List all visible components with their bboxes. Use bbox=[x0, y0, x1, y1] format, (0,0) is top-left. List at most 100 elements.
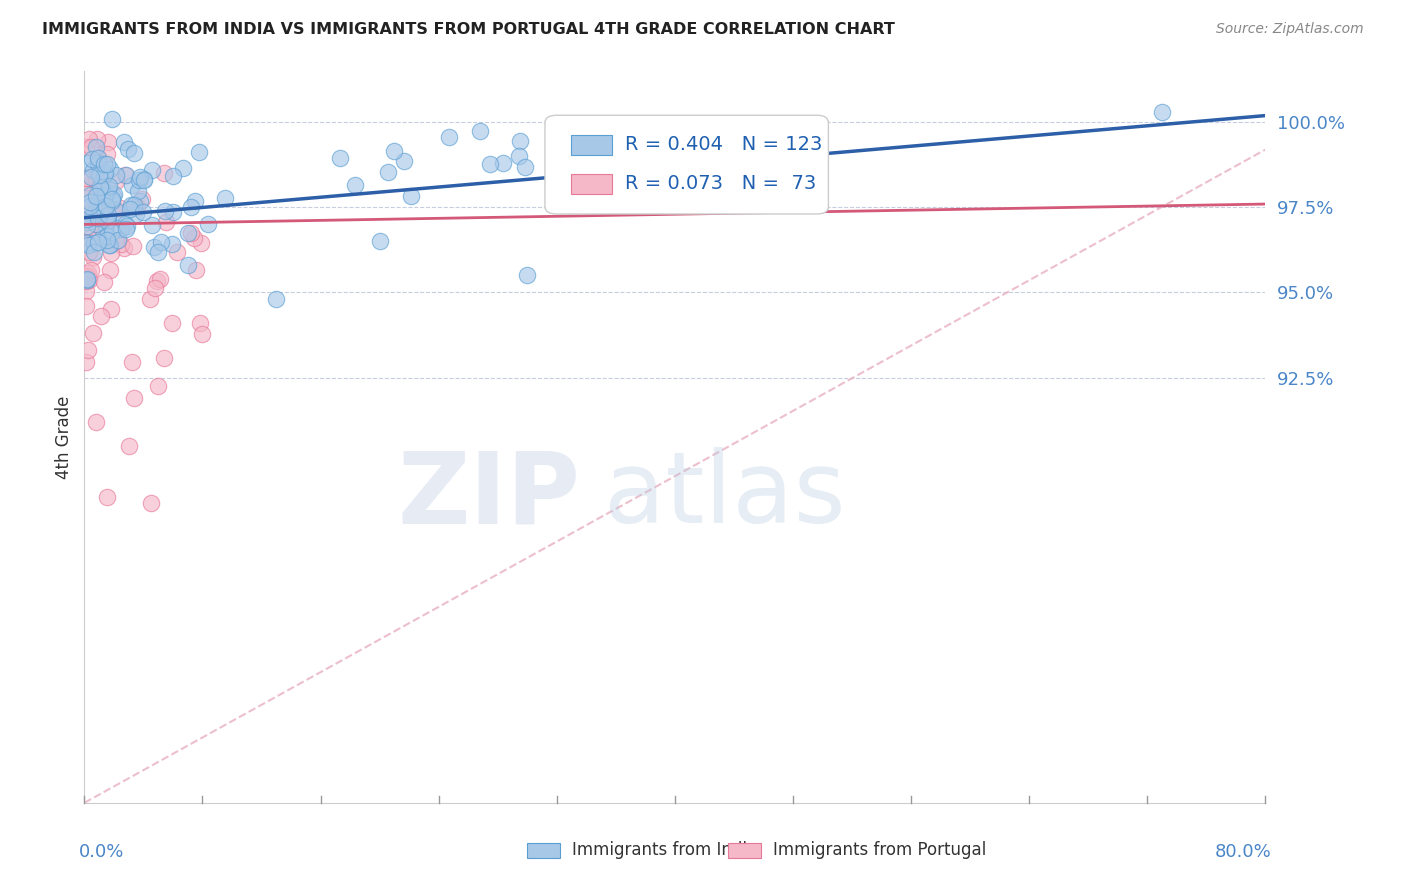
Point bbox=[392, 153, 415, 168]
Bar bbox=[571, 135, 612, 155]
Point bbox=[96, 490, 118, 504]
Text: IMMIGRANTS FROM INDIA VS IMMIGRANTS FROM PORTUGAL 4TH GRADE CORRELATION CHART: IMMIGRANTS FROM INDIA VS IMMIGRANTS FROM… bbox=[42, 22, 896, 37]
Point bbox=[86, 235, 108, 249]
Point bbox=[148, 379, 170, 393]
Point bbox=[80, 170, 103, 185]
Point bbox=[82, 326, 104, 340]
Point bbox=[197, 217, 219, 231]
Point bbox=[82, 163, 104, 178]
Bar bbox=[571, 174, 612, 194]
Text: Source: ZipAtlas.com: Source: ZipAtlas.com bbox=[1216, 22, 1364, 37]
Point bbox=[139, 496, 162, 510]
Point bbox=[84, 164, 107, 178]
Point bbox=[77, 238, 100, 252]
Point bbox=[87, 168, 110, 182]
Point bbox=[79, 187, 101, 202]
Point bbox=[127, 184, 149, 198]
Point bbox=[93, 187, 115, 202]
Point bbox=[87, 211, 110, 226]
Point bbox=[131, 192, 153, 206]
Point bbox=[129, 194, 152, 208]
Point bbox=[153, 166, 176, 180]
Point bbox=[79, 230, 101, 244]
Point bbox=[75, 269, 97, 284]
Point bbox=[368, 235, 391, 249]
Point bbox=[582, 164, 605, 178]
Point bbox=[96, 213, 118, 227]
Point bbox=[79, 195, 101, 210]
Point bbox=[86, 230, 108, 244]
Point bbox=[155, 214, 177, 228]
Point bbox=[84, 188, 107, 202]
Point bbox=[190, 236, 212, 251]
Point bbox=[143, 240, 166, 254]
Point bbox=[75, 284, 97, 298]
Point bbox=[479, 157, 502, 171]
Point bbox=[93, 169, 115, 183]
Point bbox=[97, 178, 120, 193]
Point bbox=[97, 212, 120, 227]
Point bbox=[94, 166, 117, 180]
Point bbox=[515, 160, 537, 174]
Point bbox=[134, 172, 156, 186]
Point bbox=[77, 244, 100, 259]
Y-axis label: 4th Grade: 4th Grade bbox=[55, 395, 73, 479]
Point bbox=[328, 151, 350, 165]
Point bbox=[180, 200, 202, 214]
Point bbox=[87, 150, 110, 164]
Point bbox=[76, 156, 98, 170]
Point bbox=[84, 173, 107, 187]
Point bbox=[100, 194, 122, 209]
Text: R = 0.073   N =  73: R = 0.073 N = 73 bbox=[626, 174, 817, 193]
Point bbox=[344, 178, 367, 193]
Point bbox=[139, 292, 162, 306]
Point bbox=[188, 145, 211, 159]
Point bbox=[93, 276, 115, 290]
Point bbox=[184, 262, 207, 277]
Point bbox=[75, 139, 97, 153]
Point bbox=[79, 263, 101, 277]
Point bbox=[77, 132, 100, 146]
Point bbox=[382, 144, 405, 158]
Point bbox=[77, 273, 100, 287]
Point bbox=[98, 263, 121, 277]
Point bbox=[377, 164, 399, 178]
Point bbox=[118, 439, 141, 453]
Point bbox=[578, 155, 600, 169]
Point bbox=[115, 169, 138, 183]
Point bbox=[572, 162, 595, 177]
Point bbox=[101, 189, 124, 203]
Point bbox=[98, 238, 121, 252]
Point bbox=[86, 194, 108, 208]
Point bbox=[98, 161, 121, 176]
Point bbox=[105, 174, 128, 188]
Point bbox=[76, 219, 98, 233]
Point bbox=[214, 191, 236, 205]
Point bbox=[188, 316, 211, 330]
Point bbox=[149, 272, 172, 286]
Point bbox=[90, 174, 112, 188]
Point bbox=[86, 132, 108, 146]
Point bbox=[112, 240, 135, 254]
Point bbox=[90, 190, 112, 204]
Point bbox=[107, 233, 129, 247]
Point bbox=[82, 209, 104, 223]
Point bbox=[96, 228, 118, 243]
Point bbox=[97, 181, 120, 195]
Point bbox=[82, 212, 104, 227]
Point bbox=[96, 157, 118, 171]
Point bbox=[87, 151, 110, 165]
Point bbox=[104, 202, 127, 217]
Point bbox=[132, 204, 155, 219]
Point bbox=[82, 250, 104, 264]
Point bbox=[89, 202, 111, 217]
Point bbox=[87, 183, 110, 197]
Point bbox=[114, 217, 136, 231]
Point bbox=[122, 392, 145, 406]
Point bbox=[162, 204, 184, 219]
Point bbox=[75, 299, 97, 313]
Point bbox=[160, 237, 183, 252]
Point bbox=[160, 316, 183, 330]
Point bbox=[80, 139, 103, 153]
Point bbox=[166, 245, 188, 260]
